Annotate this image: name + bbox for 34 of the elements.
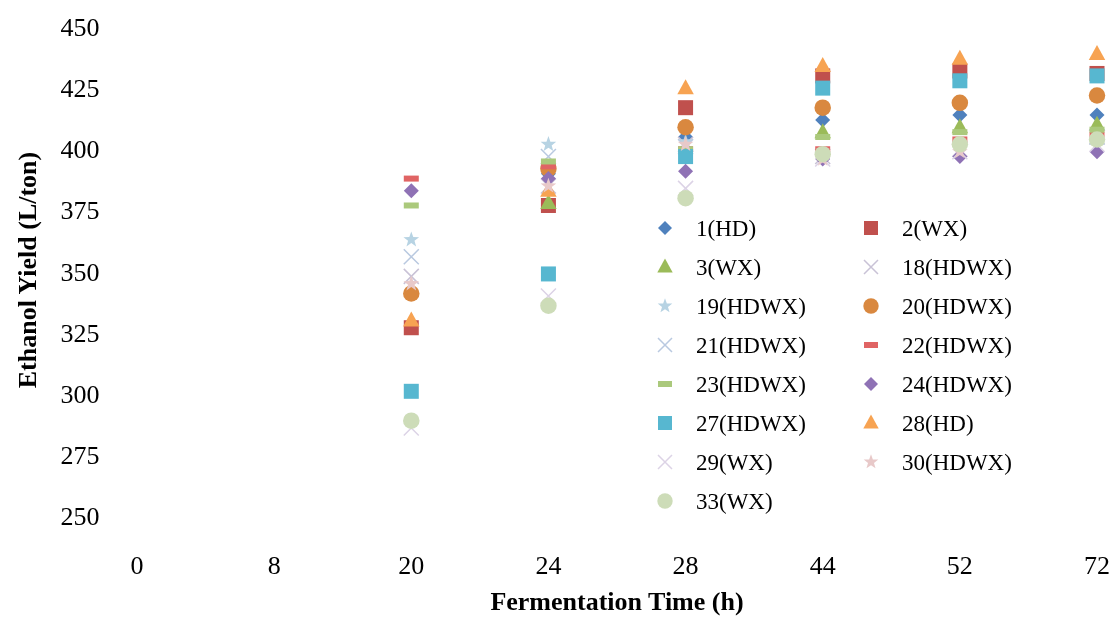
legend-label: 22(HDWX) xyxy=(902,333,1012,359)
x-axis-title: Fermentation Time (h) xyxy=(490,587,744,616)
y-axis-title: Ethanol Yield (L/ton) xyxy=(13,151,42,389)
y-tick-label: 375 xyxy=(60,196,100,226)
legend-label: 23(HDWX) xyxy=(696,372,806,398)
legend-label: 30(HDWX) xyxy=(902,450,1012,476)
legend-label: 28(HD) xyxy=(902,411,974,437)
legend-label: 24(HDWX) xyxy=(902,372,1012,398)
legend-label: 20(HDWX) xyxy=(902,294,1012,320)
legend-label: 33(WX) xyxy=(696,489,773,515)
x-tick-label: 72 xyxy=(1084,551,1110,580)
x-tick-label: 44 xyxy=(809,551,836,580)
legend-label: 29(WX) xyxy=(696,450,773,476)
legend-label: 27(HDWX) xyxy=(696,411,806,437)
x-tick-label: 20 xyxy=(398,551,425,580)
y-tick-label: 400 xyxy=(60,135,100,165)
y-tick-label: 350 xyxy=(60,257,100,287)
legend-label: 19(HDWX) xyxy=(696,294,806,320)
x-tick-label: 52 xyxy=(946,551,973,580)
legend-label: 1(HD) xyxy=(696,216,757,242)
legend-label: 18(HDWX) xyxy=(902,255,1012,281)
y-tick-label: 325 xyxy=(60,318,100,348)
y-tick-label: 300 xyxy=(60,379,100,409)
legend-label: 3(WX) xyxy=(696,255,762,281)
x-tick-label: 0 xyxy=(130,551,144,580)
y-tick-label: 250 xyxy=(60,502,100,532)
x-tick-label: 8 xyxy=(267,551,281,580)
legend-label: 2(WX) xyxy=(902,216,968,242)
x-tick-label: 28 xyxy=(672,551,699,580)
y-tick-label: 425 xyxy=(60,74,100,104)
y-tick-label: 450 xyxy=(60,13,100,43)
legend-label: 21(HDWX) xyxy=(696,333,806,359)
y-tick-label: 275 xyxy=(60,440,100,470)
x-tick-label: 24 xyxy=(535,551,562,580)
